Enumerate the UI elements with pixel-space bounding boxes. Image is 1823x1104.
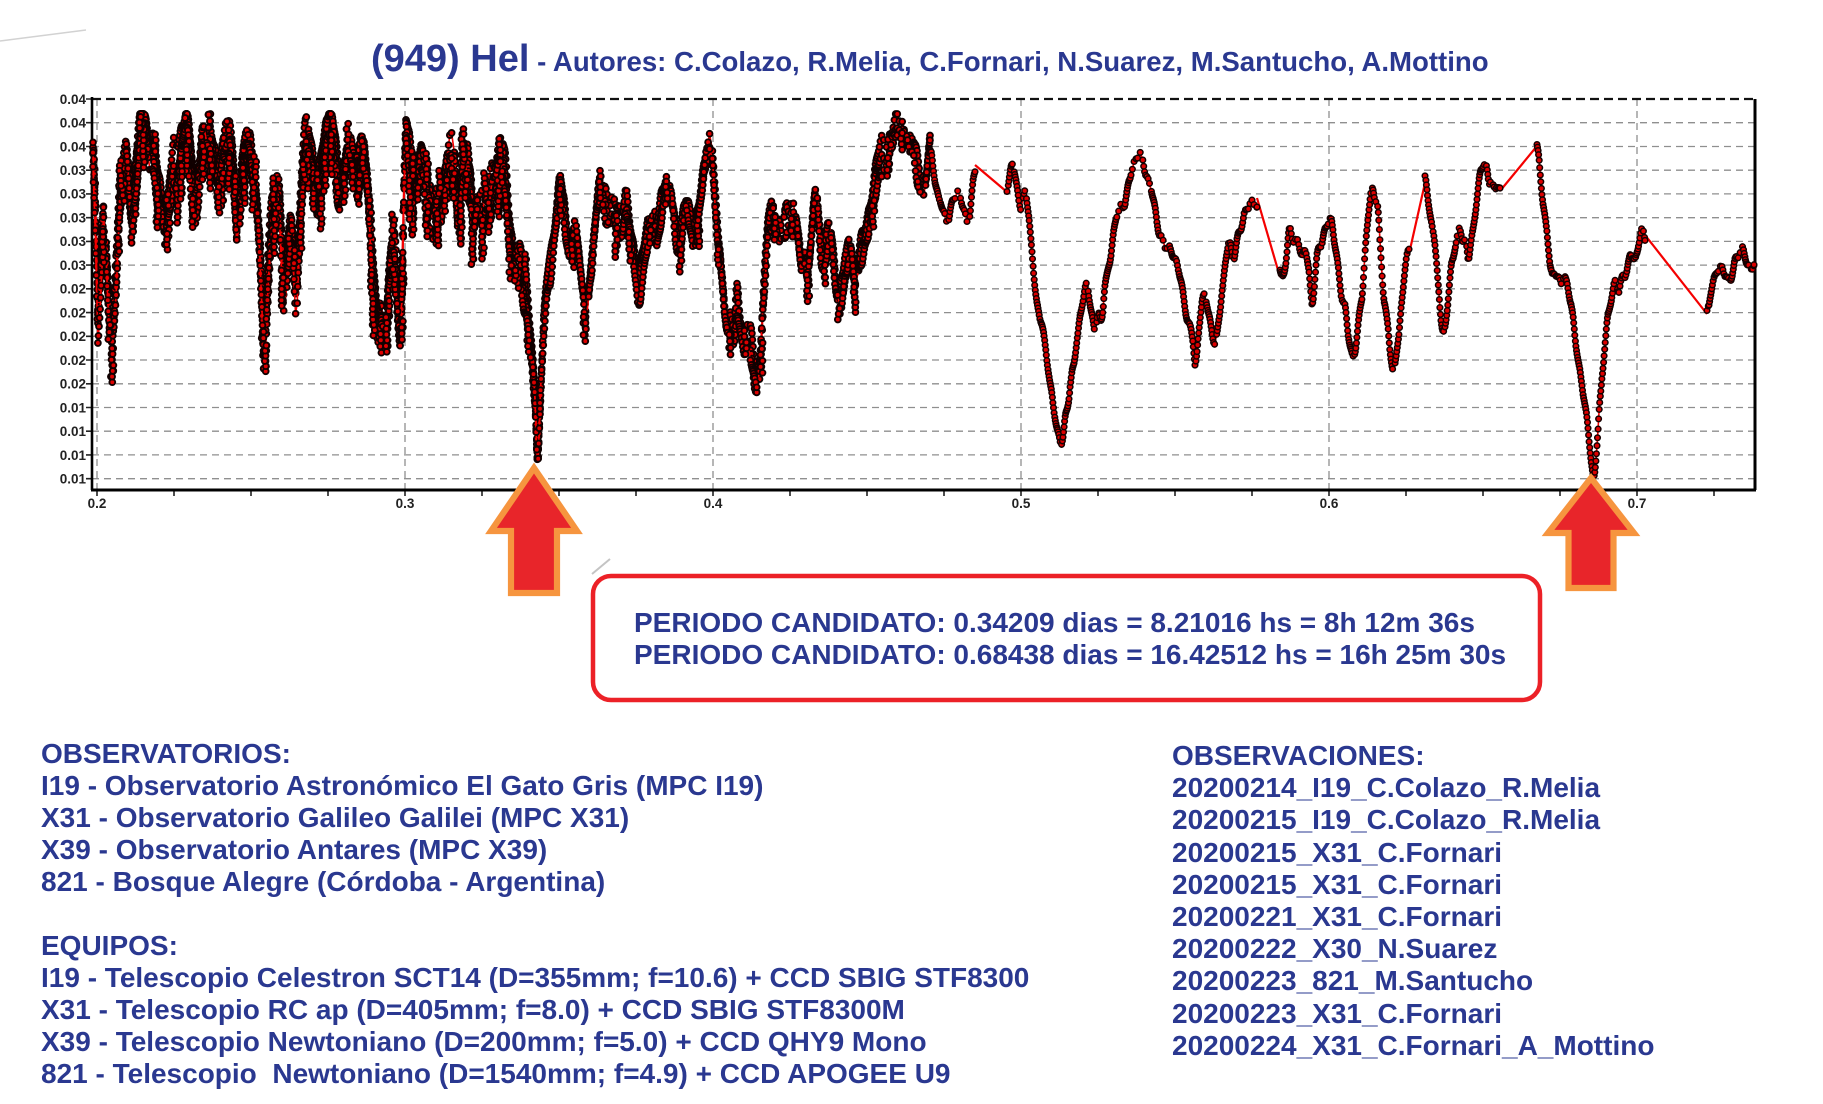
- svg-text:0.03: 0.03: [60, 234, 87, 249]
- svg-text:PERIODO CANDIDATO: 0.34209 dia: PERIODO CANDIDATO: 0.34209 dias = 8.2101…: [634, 607, 1475, 638]
- svg-text:20200224_X31_C.Fornari_A_Motti: 20200224_X31_C.Fornari_A_Mottino: [1172, 1030, 1654, 1061]
- svg-text:0.5: 0.5: [1012, 496, 1031, 511]
- svg-text:0.01: 0.01: [60, 400, 87, 415]
- svg-text:821 - Bosque Alegre (Córdoba -: 821 - Bosque Alegre (Córdoba - Argentina…: [41, 866, 605, 897]
- svg-text:0.4: 0.4: [704, 496, 723, 511]
- svg-text:0.03: 0.03: [60, 163, 87, 178]
- svg-text:(949) Hel - Autores: C.Colazo,: (949) Hel - Autores: C.Colazo, R.Melia, …: [371, 38, 1489, 80]
- svg-text:0.01: 0.01: [60, 424, 87, 439]
- svg-text:0.3: 0.3: [396, 496, 415, 511]
- svg-text:X39 - Observatorio Antares (MP: X39 - Observatorio Antares (MPC X39): [41, 834, 547, 865]
- svg-text:20200221_X31_C.Fornari: 20200221_X31_C.Fornari: [1172, 901, 1502, 932]
- svg-text:20200223_X31_C.Fornari: 20200223_X31_C.Fornari: [1172, 998, 1502, 1029]
- svg-text:0.03: 0.03: [60, 211, 87, 226]
- svg-text:20200214_I19_C.Colazo_R.Melia: 20200214_I19_C.Colazo_R.Melia: [1172, 772, 1600, 803]
- svg-text:0.02: 0.02: [60, 329, 86, 344]
- svg-text:0.7: 0.7: [1628, 496, 1647, 511]
- svg-text:0.02: 0.02: [60, 282, 86, 297]
- svg-text:0.02: 0.02: [60, 377, 86, 392]
- svg-text:0.04: 0.04: [60, 92, 87, 107]
- svg-text:20200223_821_M.Santucho: 20200223_821_M.Santucho: [1172, 965, 1533, 996]
- svg-text:I19 - Observatorio Astronómico: I19 - Observatorio Astronómico El Gato G…: [41, 770, 763, 801]
- svg-text:X31 - Observatorio Galileo Gal: X31 - Observatorio Galileo Galilei (MPC …: [41, 802, 629, 833]
- svg-text:20200215_I19_C.Colazo_R.Melia: 20200215_I19_C.Colazo_R.Melia: [1172, 804, 1600, 835]
- svg-text:0.6: 0.6: [1320, 496, 1339, 511]
- svg-text:20200222_X30_N.Suarez: 20200222_X30_N.Suarez: [1172, 933, 1497, 964]
- svg-text:0.04: 0.04: [60, 116, 87, 131]
- svg-text:0.03: 0.03: [60, 258, 87, 273]
- svg-text:0.01: 0.01: [60, 472, 87, 487]
- svg-text:0.04: 0.04: [60, 139, 87, 154]
- svg-text:I19 - Telescopio Celestron SCT: I19 - Telescopio Celestron SCT14 (D=355m…: [41, 962, 1029, 993]
- svg-text:EQUIPOS:: EQUIPOS:: [41, 930, 178, 961]
- svg-text:X31 - Telescopio RC ap (D=405m: X31 - Telescopio RC ap (D=405mm; f=8.0) …: [41, 994, 905, 1025]
- svg-text:0.02: 0.02: [60, 305, 86, 320]
- svg-text:0.02: 0.02: [60, 353, 86, 368]
- svg-text:821 - Telescopio Newtoniano (: 821 - Telescopio Newtoniano (D=1540mm; f…: [41, 1058, 950, 1089]
- svg-text:0.2: 0.2: [88, 496, 107, 511]
- svg-text:PERIODO CANDIDATO: 0.68438 dia: PERIODO CANDIDATO: 0.68438 dias = 16.425…: [634, 639, 1506, 670]
- svg-text:X39 - Telescopio Newtoniano (D: X39 - Telescopio Newtoniano (D=200mm; f=…: [41, 1026, 927, 1057]
- svg-text:OBSERVATORIOS:: OBSERVATORIOS:: [41, 738, 291, 769]
- svg-text:OBSERVACIONES:: OBSERVACIONES:: [1172, 740, 1425, 771]
- svg-text:0.03: 0.03: [60, 187, 87, 202]
- svg-text:20200215_X31_C.Fornari: 20200215_X31_C.Fornari: [1172, 837, 1502, 868]
- svg-text:20200215_X31_C.Fornari: 20200215_X31_C.Fornari: [1172, 869, 1502, 900]
- svg-text:0.01: 0.01: [60, 448, 87, 463]
